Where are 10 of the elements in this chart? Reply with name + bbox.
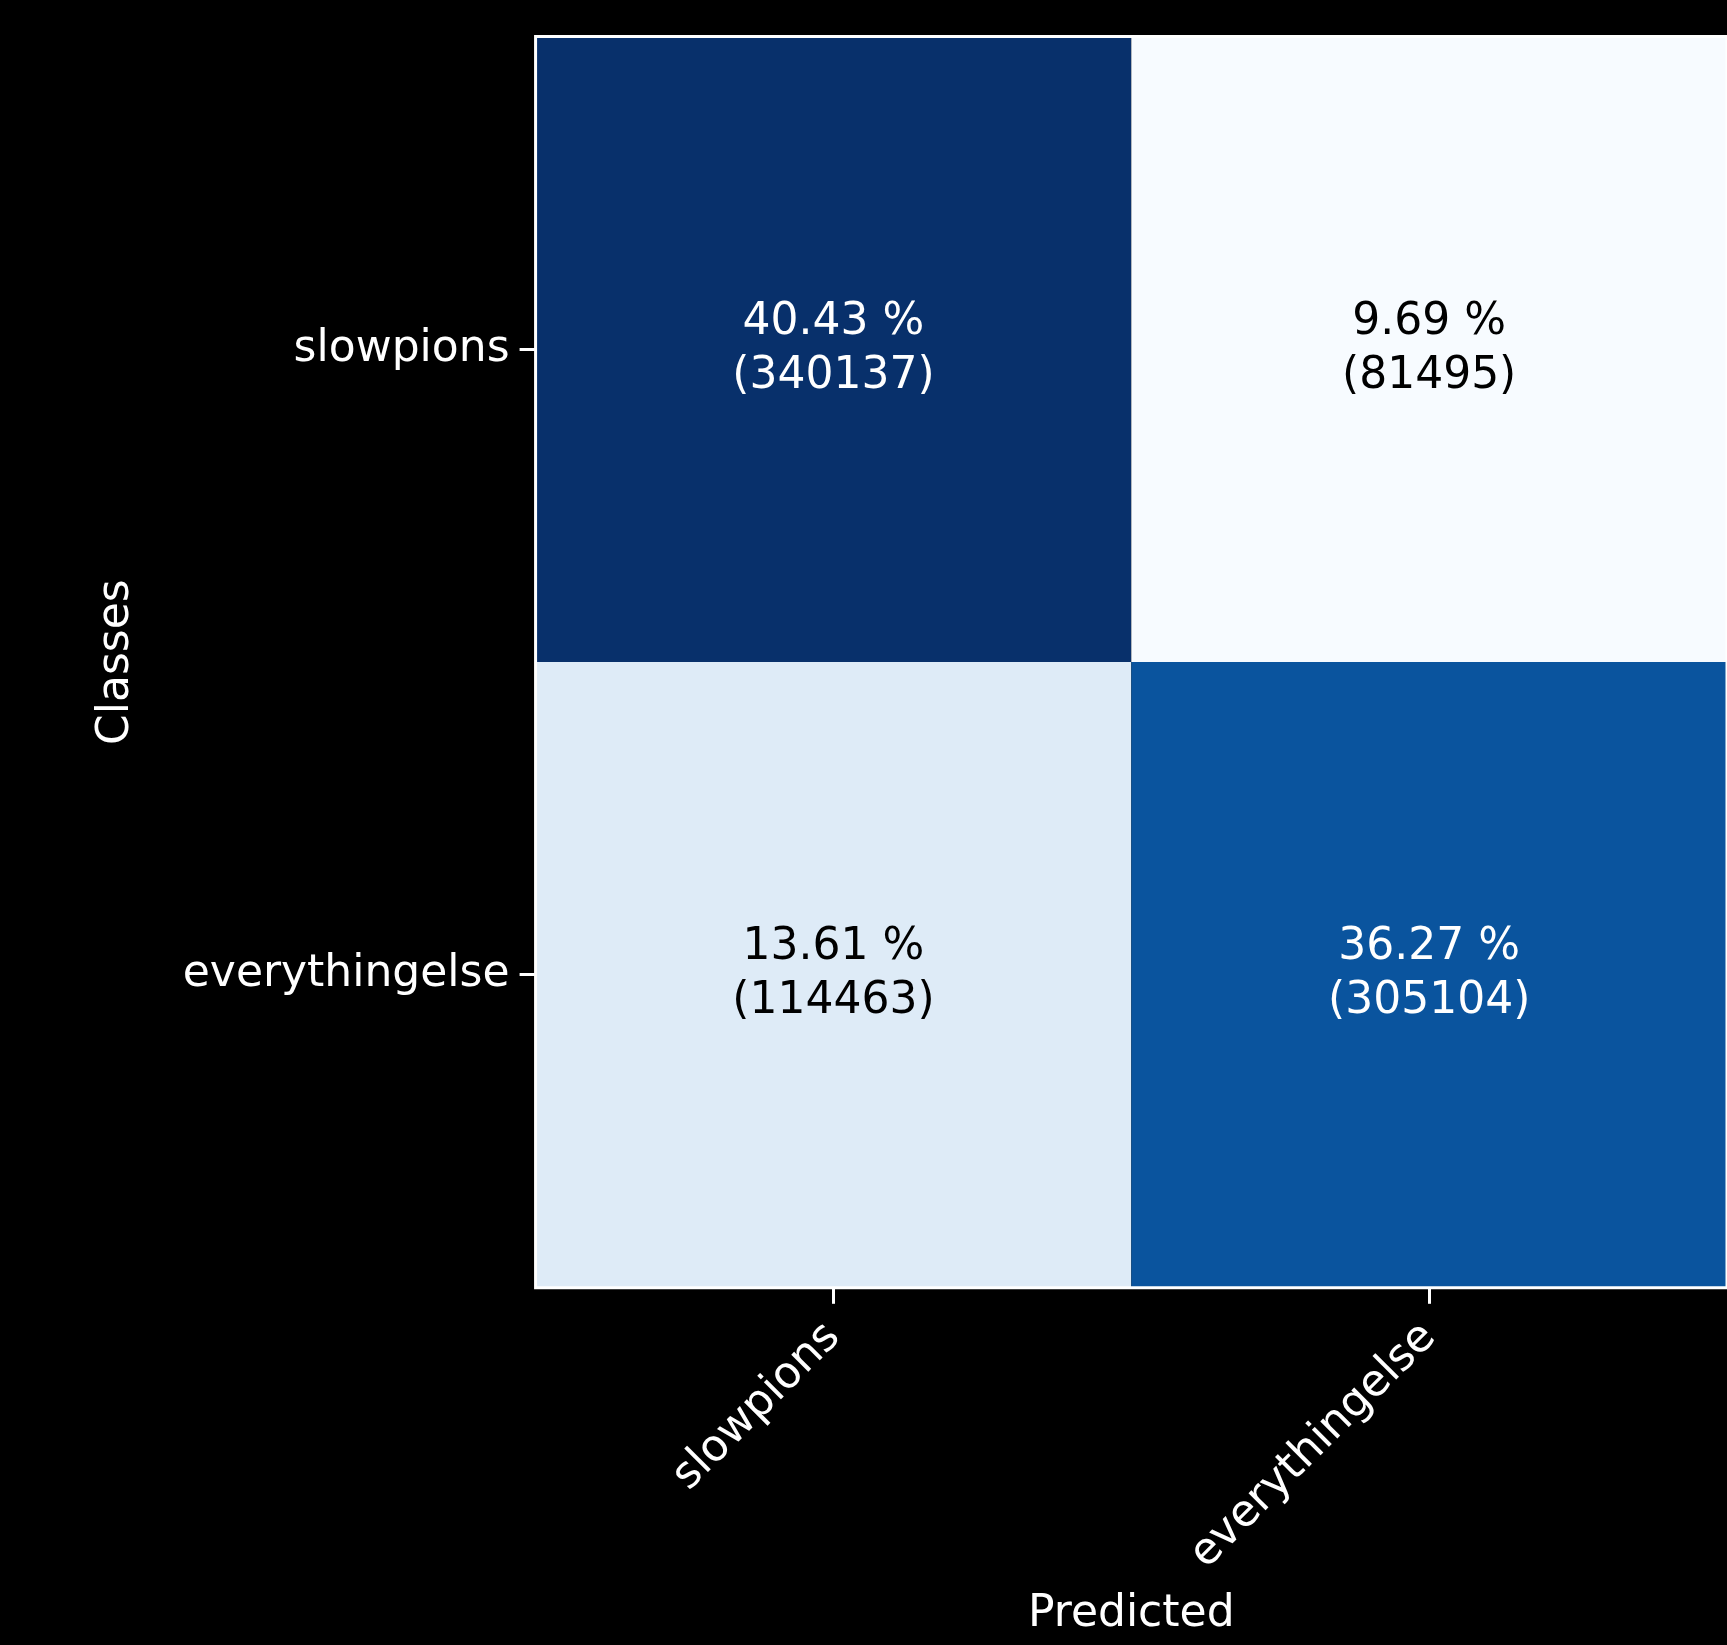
annotation: (305104) xyxy=(1328,972,1531,1024)
data-label: 36.27 % xyxy=(1338,918,1521,970)
annotation: (114463) xyxy=(732,972,935,1024)
annotation: (81495) xyxy=(1341,346,1517,398)
data-label: 13.61 % xyxy=(742,918,925,970)
y-axis-title: Classes xyxy=(86,579,138,745)
data-label: 40.43 % xyxy=(742,292,925,344)
x-axis-title: Predicted xyxy=(1028,1585,1235,1637)
annotation: (340137) xyxy=(732,346,935,398)
data-label: 9.69 % xyxy=(1352,292,1507,344)
